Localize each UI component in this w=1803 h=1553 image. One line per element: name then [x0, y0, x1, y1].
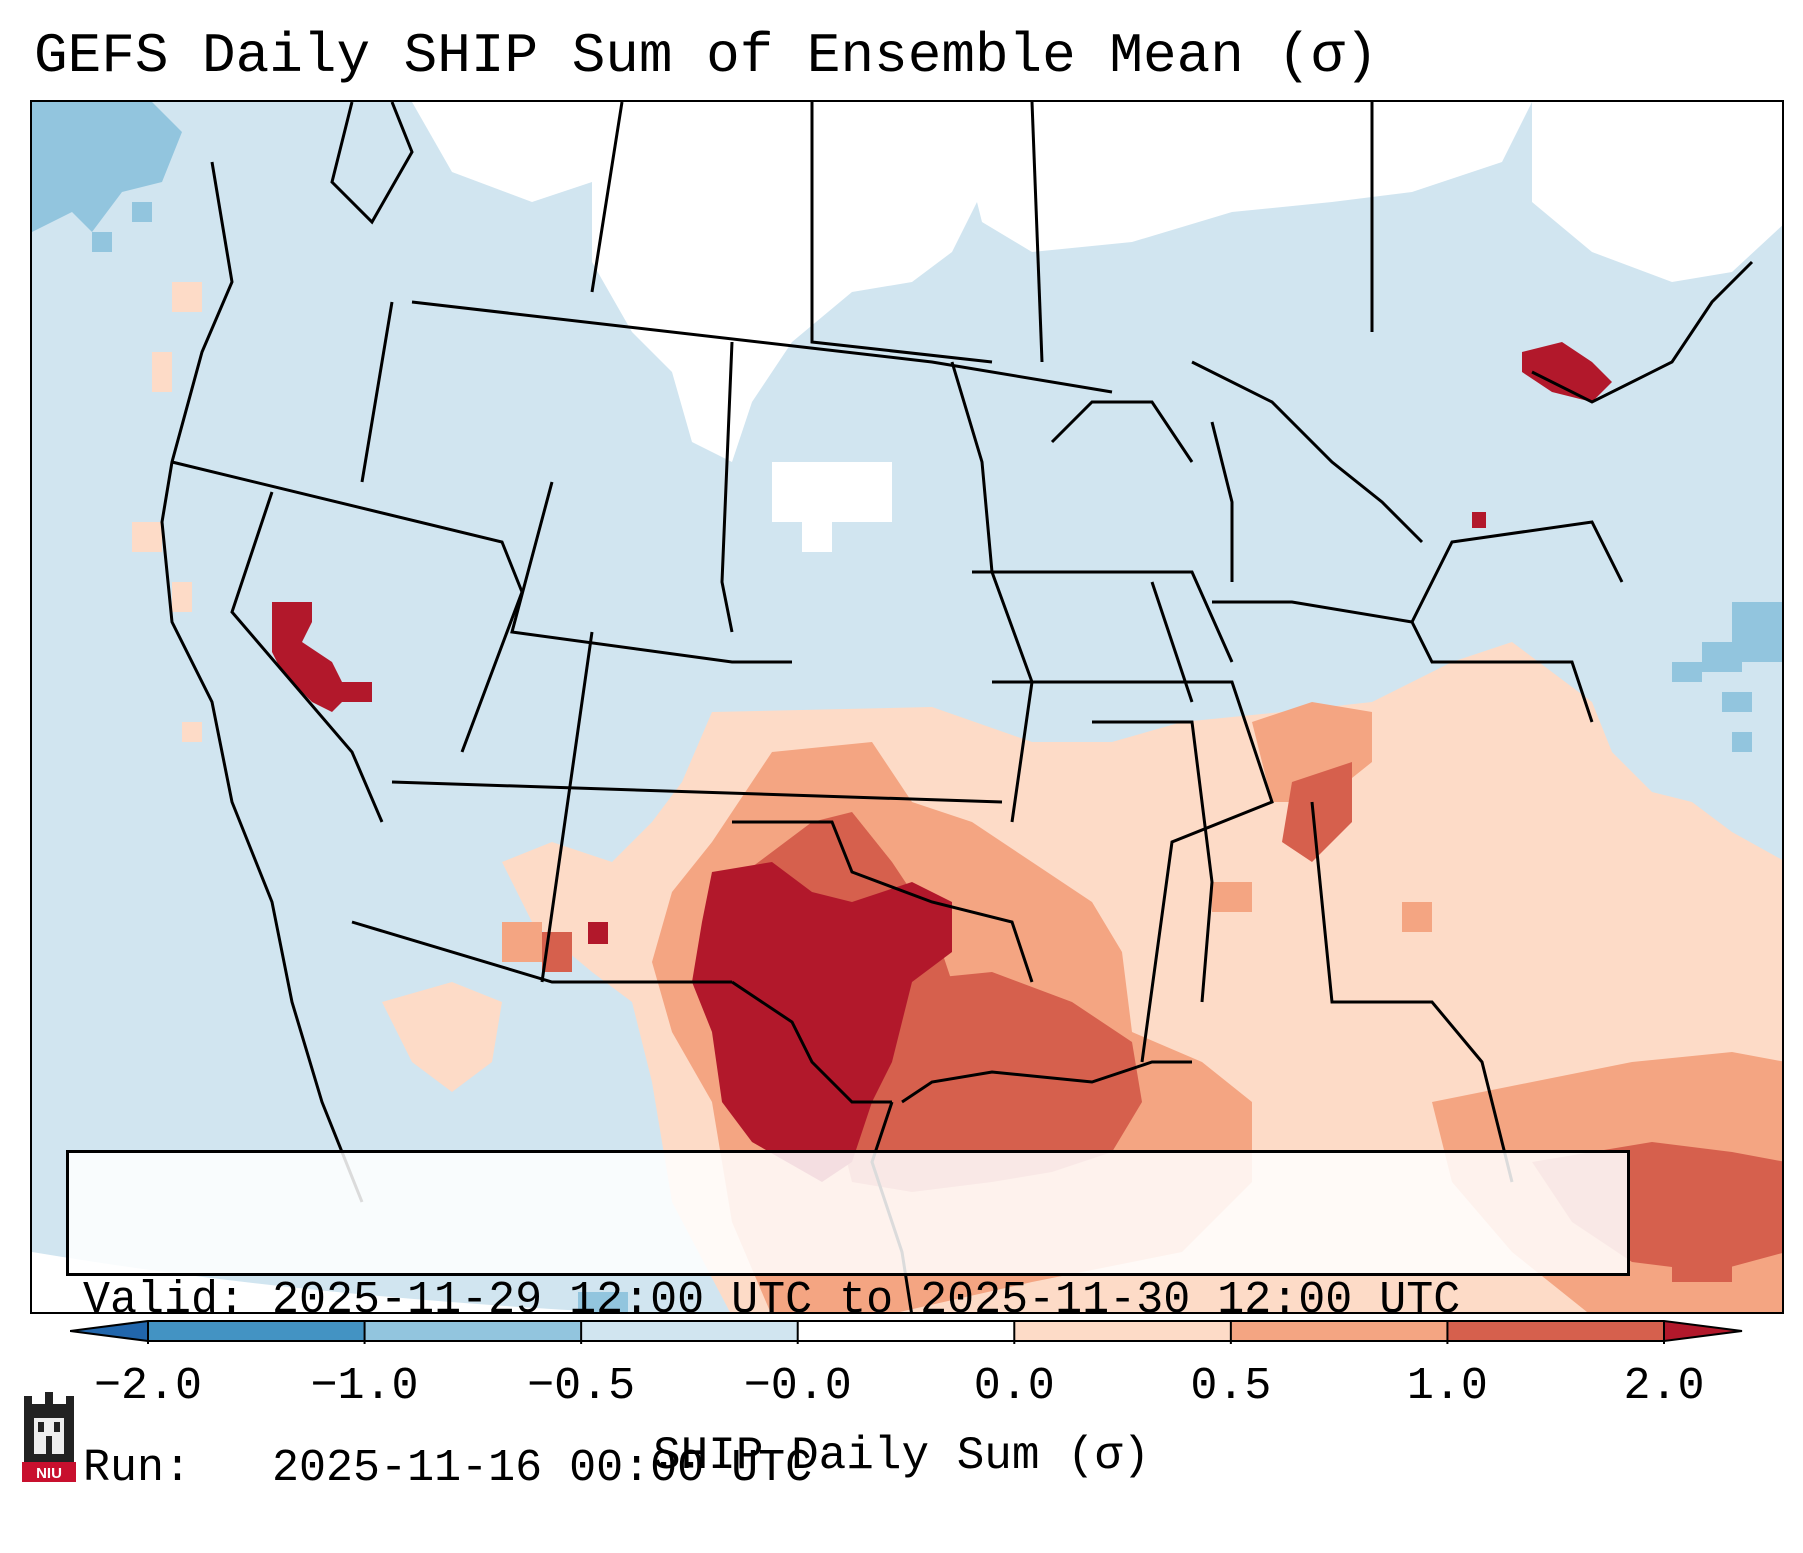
colorbar-tick-label: 0.0: [973, 1361, 1055, 1412]
valid-run-info-box: Valid: 2025-11-29 12:00 UTC to 2025-11-3…: [66, 1150, 1630, 1494]
valid-line: Valid: 2025-11-29 12:00 UTC to 2025-11-3…: [83, 1273, 1613, 1329]
colorbar-cell: [364, 1321, 582, 1341]
map-panel[interactable]: [30, 100, 1784, 1314]
colorbar-ticks: [147, 1321, 1665, 1344]
colorbar-cell: [1014, 1321, 1232, 1341]
valid-value: 2025-11-29 12:00 UTC to 2025-11-30 12:00…: [272, 1275, 1461, 1326]
colorbar-cell: [1447, 1321, 1665, 1341]
colorbar-under-arrow: [70, 1321, 148, 1341]
valid-label: Valid:: [83, 1275, 246, 1326]
colorbar-cell: [797, 1321, 1015, 1341]
colorbar-cell: [148, 1321, 366, 1341]
colorbar-tick-label: −1.0: [310, 1361, 419, 1412]
dark-positive-region: [272, 342, 1612, 1182]
colorbar-cell: [1230, 1321, 1448, 1341]
colorbar-over-arrow: [1664, 1321, 1742, 1341]
near-zero-regions: [32, 102, 1782, 1312]
colorbar-tick-label: 2.0: [1623, 1361, 1705, 1412]
boundary-lines: [160, 102, 1754, 1312]
niu-logo-icon: NIU: [22, 1392, 76, 1482]
colorbar-cells: [70, 1320, 1743, 1342]
colorbar-tick-label: −0.5: [527, 1361, 636, 1412]
colorbar-tick-label: −2.0: [93, 1361, 203, 1412]
ship-field-map: [32, 102, 1782, 1312]
colorbar-tick-label: 1.0: [1406, 1361, 1488, 1412]
negative-patches: [32, 102, 1782, 1312]
colorbar-tick-label: −0.0: [743, 1361, 852, 1412]
run-value: 2025-11-16 00:00 UTC: [272, 1443, 813, 1494]
colorbar-label: SHIP Daily Sum (σ): [653, 1430, 1150, 1482]
run-line: Run: 2025-11-16 00:00 UTC: [83, 1441, 1613, 1497]
colorbar: [70, 1320, 1743, 1344]
colorbar-cell: [581, 1321, 799, 1341]
logo-text: NIU: [36, 1465, 62, 1482]
colorbar-tick-label: 0.5: [1190, 1361, 1272, 1412]
chart-title: GEFS Daily SHIP Sum of Ensemble Mean (σ): [34, 24, 1379, 88]
run-label: Run:: [83, 1443, 192, 1494]
colorbar-tick-labels: −2.0 −1.0 −0.5 −0.0 0.0 0.5 1.0 2.0: [0, 1362, 1803, 1422]
